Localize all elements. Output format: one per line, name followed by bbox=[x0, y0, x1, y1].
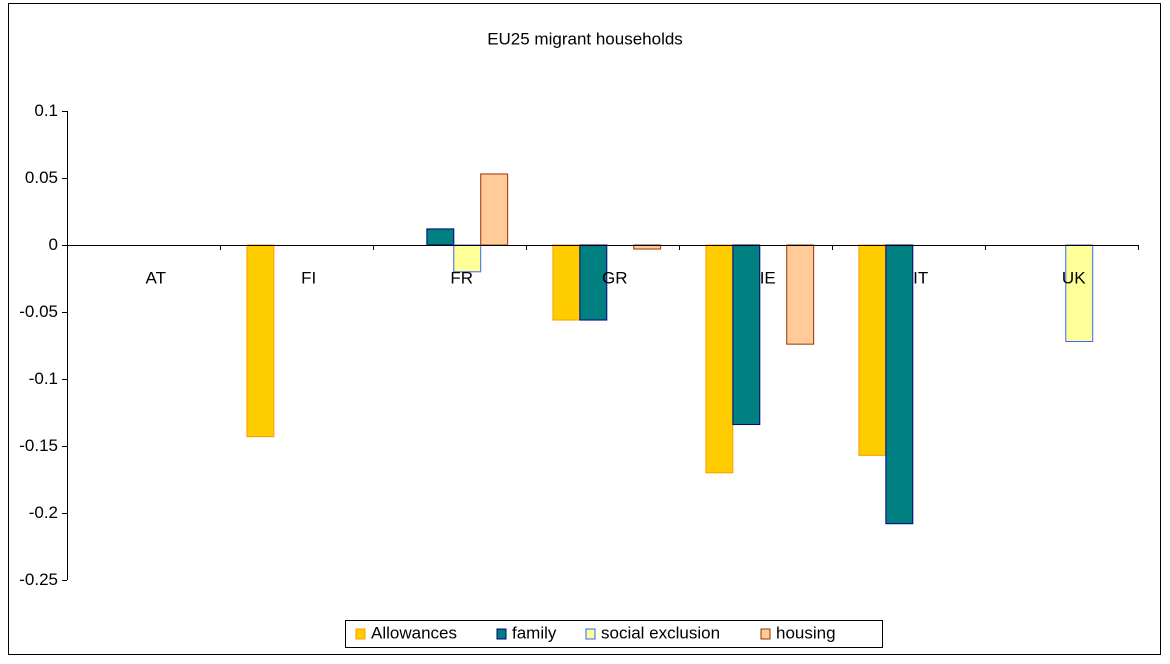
x-tick-label: IT bbox=[913, 268, 928, 287]
legend-swatch bbox=[760, 628, 771, 640]
legend-label: social exclusion bbox=[601, 623, 720, 642]
legend-swatch bbox=[355, 628, 366, 640]
y-tick-label: -0.2 bbox=[29, 503, 58, 522]
x-tick-label: UK bbox=[1062, 268, 1086, 287]
bar bbox=[705, 244, 734, 474]
chart-title: EU25 migrant households bbox=[487, 29, 683, 48]
legend-swatch bbox=[585, 628, 596, 640]
bar bbox=[552, 244, 581, 321]
x-tick-label: FI bbox=[301, 268, 316, 287]
bar bbox=[1065, 244, 1094, 342]
y-tick-label: -0.05 bbox=[19, 302, 58, 321]
y-tick-label: 0.05 bbox=[25, 168, 58, 187]
bar bbox=[858, 244, 887, 456]
legend-label: family bbox=[512, 623, 557, 642]
bar bbox=[732, 244, 761, 426]
bar bbox=[579, 244, 608, 321]
legend-swatch bbox=[496, 628, 507, 640]
legend-label: Allowances bbox=[371, 623, 457, 642]
y-tick-label: 0 bbox=[49, 235, 58, 254]
bar bbox=[426, 228, 455, 246]
y-tick-label: -0.15 bbox=[19, 436, 58, 455]
y-tick-label: 0.1 bbox=[34, 101, 58, 120]
chart-border bbox=[8, 3, 1161, 655]
bar bbox=[246, 244, 275, 438]
legend-box bbox=[345, 620, 883, 648]
x-tick-label: AT bbox=[146, 268, 166, 287]
x-tick-label: FR bbox=[450, 268, 473, 287]
x-tick-label: GR bbox=[602, 268, 628, 287]
y-tick-label: -0.25 bbox=[19, 570, 58, 589]
bar bbox=[786, 244, 815, 345]
y-tick-label: -0.1 bbox=[29, 369, 58, 388]
legend-label: housing bbox=[776, 623, 836, 642]
bar bbox=[480, 173, 509, 246]
x-tick-label: IE bbox=[760, 268, 776, 287]
bar bbox=[885, 244, 914, 525]
